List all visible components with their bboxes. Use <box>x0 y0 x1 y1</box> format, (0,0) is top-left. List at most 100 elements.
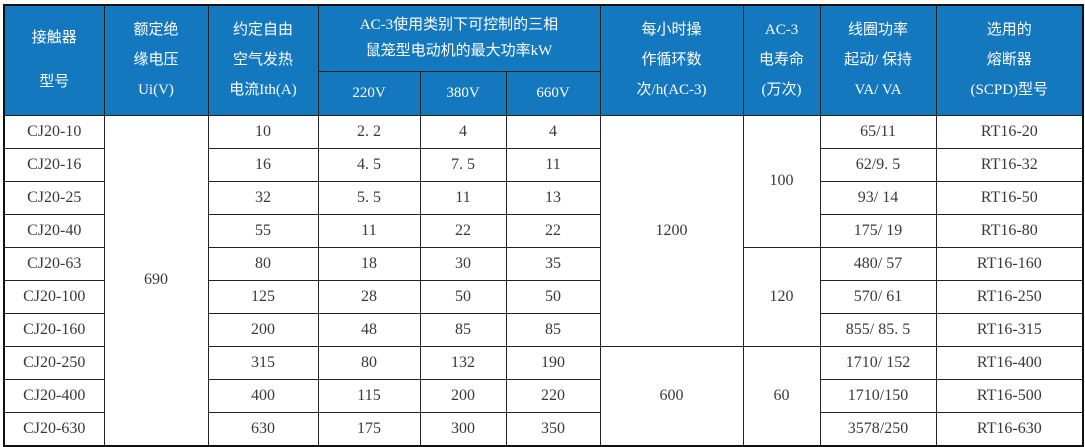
cell-power-660: 11 <box>505 147 601 182</box>
cell-cycles-1200: 1200 <box>599 114 744 347</box>
header-max-power-group: AC-3使用类别下可控制的三相 鼠笼型电动机的最大功率kW <box>317 4 601 72</box>
cell-cycles-600: 600 <box>599 345 744 446</box>
cell-life-60: 60 <box>742 345 821 446</box>
table-row: CJ20-16 16 4. 5 7. 5 11 62/9. 5 RT16-32 <box>3 147 1084 182</box>
cell-ith: 32 <box>207 180 319 215</box>
cell-fuse: RT16-500 <box>935 378 1084 413</box>
cell-power-380: 300 <box>419 411 507 446</box>
cell-ith: 125 <box>207 279 319 314</box>
header-line: 鼠笼型电动机的最大功率kW <box>365 43 553 60</box>
cell-ith: 200 <box>207 312 319 347</box>
cell-fuse: RT16-160 <box>935 246 1084 281</box>
cell-model: CJ20-160 <box>3 312 105 347</box>
cell-ith: 55 <box>207 213 319 248</box>
cell-power-380: 200 <box>419 378 507 413</box>
cell-model: CJ20-400 <box>3 378 105 413</box>
cell-power-660: 350 <box>505 411 601 446</box>
header-line: 型号 <box>39 74 70 91</box>
header-line: 起动/ 保持 <box>844 52 912 69</box>
cell-power-660: 13 <box>505 180 601 215</box>
cell-model: CJ20-100 <box>3 279 105 314</box>
cell-power-380: 50 <box>419 279 507 314</box>
cell-coil-power: 93/ 14 <box>819 180 937 215</box>
cell-coil-power: 855/ 85. 5 <box>819 312 937 347</box>
header-line: 熔断器 <box>986 52 1032 69</box>
header-line: 空气发热 <box>232 52 293 69</box>
header-insulation-voltage: 额定绝 缘电压 Ui(V) <box>103 4 209 116</box>
cell-model: CJ20-630 <box>3 411 105 446</box>
header-operating-cycles: 每小时操 作循环数 次/h(AC-3) <box>599 4 744 116</box>
header-line: Ui(V) <box>138 82 174 99</box>
cell-coil-power: 1710/ 152 <box>819 345 937 380</box>
cell-power-380: 132 <box>419 345 507 380</box>
cell-power-220: 2. 2 <box>317 114 421 149</box>
cell-power-660: 190 <box>505 345 601 380</box>
cell-life-120: 120 <box>742 246 821 347</box>
cell-power-660: 22 <box>505 213 601 248</box>
cell-model: CJ20-25 <box>3 180 105 215</box>
cell-ith: 16 <box>207 147 319 182</box>
cell-power-220: 28 <box>317 279 421 314</box>
cell-power-220: 5. 5 <box>317 180 421 215</box>
header-line: 电寿命 <box>759 52 805 69</box>
cell-coil-power: 175/ 19 <box>819 213 937 248</box>
cell-power-220: 175 <box>317 411 421 446</box>
cell-coil-power: 65/11 <box>819 114 937 149</box>
header-fuse-model: 选用的 熔断器 (SCPD)型号 <box>935 4 1084 116</box>
header-line: 次/h(AC-3) <box>636 82 707 99</box>
cell-model: CJ20-63 <box>3 246 105 281</box>
cell-ith: 10 <box>207 114 319 149</box>
table-row: CJ20-100 125 28 50 50 570/ 61 RT16-250 <box>3 279 1084 314</box>
table-row: CJ20-25 32 5. 5 11 13 93/ 14 RT16-50 <box>3 180 1084 215</box>
header-voltage-380: 380V <box>419 70 507 116</box>
header-contactor-model: 接触器 型号 <box>3 4 105 116</box>
cell-coil-power: 570/ 61 <box>819 279 937 314</box>
cell-model: CJ20-250 <box>3 345 105 380</box>
cell-coil-power: 1710/150 <box>819 378 937 413</box>
cell-ith: 315 <box>207 345 319 380</box>
cell-power-220: 4. 5 <box>317 147 421 182</box>
contactor-spec-table: 接触器 型号 额定绝 缘电压 Ui(V) 约定自由 空气发热 电流Ith(A) … <box>3 4 1085 447</box>
cell-fuse: RT16-50 <box>935 180 1084 215</box>
cell-power-380: 30 <box>419 246 507 281</box>
cell-ith: 400 <box>207 378 319 413</box>
cell-fuse: RT16-315 <box>935 312 1084 347</box>
cell-power-660: 35 <box>505 246 601 281</box>
header-line: 额定绝 <box>133 22 179 39</box>
cell-power-660: 50 <box>505 279 601 314</box>
header-line: 作循环数 <box>641 52 702 69</box>
cell-power-380: 4 <box>419 114 507 149</box>
cell-life-100: 100 <box>742 114 821 248</box>
header-electrical-life: AC-3 电寿命 (万次) <box>742 4 821 116</box>
header-line: AC-3 <box>764 22 799 39</box>
cell-model: CJ20-40 <box>3 213 105 248</box>
cell-power-380: 11 <box>419 180 507 215</box>
cell-fuse: RT16-32 <box>935 147 1084 182</box>
spec-table-container: 接触器 型号 额定绝 缘电压 Ui(V) 约定自由 空气发热 电流Ith(A) … <box>3 4 1085 447</box>
header-line: 电流Ith(A) <box>229 82 297 99</box>
header-voltage-220: 220V <box>317 70 421 116</box>
table-row: CJ20-63 80 18 30 35 120 480/ 57 RT16-160 <box>3 246 1084 347</box>
cell-fuse: RT16-80 <box>935 213 1084 248</box>
cell-power-380: 85 <box>419 312 507 347</box>
table-row: CJ20-40 55 11 22 22 175/ 19 RT16-80 <box>3 213 1084 248</box>
cell-power-660: 220 <box>505 378 601 413</box>
cell-power-220: 11 <box>317 213 421 248</box>
cell-coil-power: 3578/250 <box>819 411 937 446</box>
cell-coil-power: 480/ 57 <box>819 246 937 281</box>
cell-fuse: RT16-630 <box>935 411 1084 446</box>
header-voltage-660: 660V <box>505 70 601 116</box>
header-line: 选用的 <box>986 22 1032 39</box>
header-line: AC-3使用类别下可控制的三相 <box>359 17 559 34</box>
header-line: 接触器 <box>31 30 77 47</box>
cell-ith: 630 <box>207 411 319 446</box>
cell-power-660: 85 <box>505 312 601 347</box>
table-row: CJ20-400 400 115 200 220 1710/150 RT16-5… <box>3 378 1084 413</box>
cell-ith: 80 <box>207 246 319 281</box>
cell-power-220: 115 <box>317 378 421 413</box>
header-thermal-current: 约定自由 空气发热 电流Ith(A) <box>207 4 319 116</box>
header-line: 缘电压 <box>133 52 179 69</box>
cell-model: CJ20-16 <box>3 147 105 182</box>
header-line: 线圈功率 <box>848 22 909 39</box>
cell-power-220: 80 <box>317 345 421 380</box>
